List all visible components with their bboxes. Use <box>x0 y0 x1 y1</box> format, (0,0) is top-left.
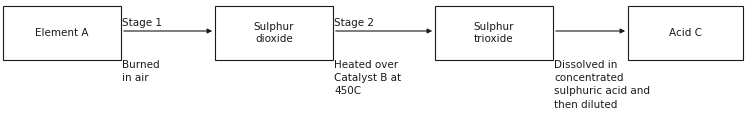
Text: Burned
in air: Burned in air <box>122 60 160 83</box>
Text: Stage 2: Stage 2 <box>334 18 374 28</box>
Text: Element A: Element A <box>35 28 88 38</box>
Text: Sulphur
trioxide: Sulphur trioxide <box>474 22 514 44</box>
Bar <box>628 6 743 60</box>
Bar <box>3 6 121 60</box>
Text: Acid C: Acid C <box>669 28 702 38</box>
Text: Sulphur
dioxide: Sulphur dioxide <box>254 22 294 44</box>
Bar <box>215 6 333 60</box>
Bar <box>435 6 553 60</box>
Text: Stage 1: Stage 1 <box>122 18 162 28</box>
Text: Heated over
Catalyst B at
450C: Heated over Catalyst B at 450C <box>334 60 401 96</box>
Text: Dissolved in
concentrated
sulphuric acid and
then diluted: Dissolved in concentrated sulphuric acid… <box>554 60 650 110</box>
